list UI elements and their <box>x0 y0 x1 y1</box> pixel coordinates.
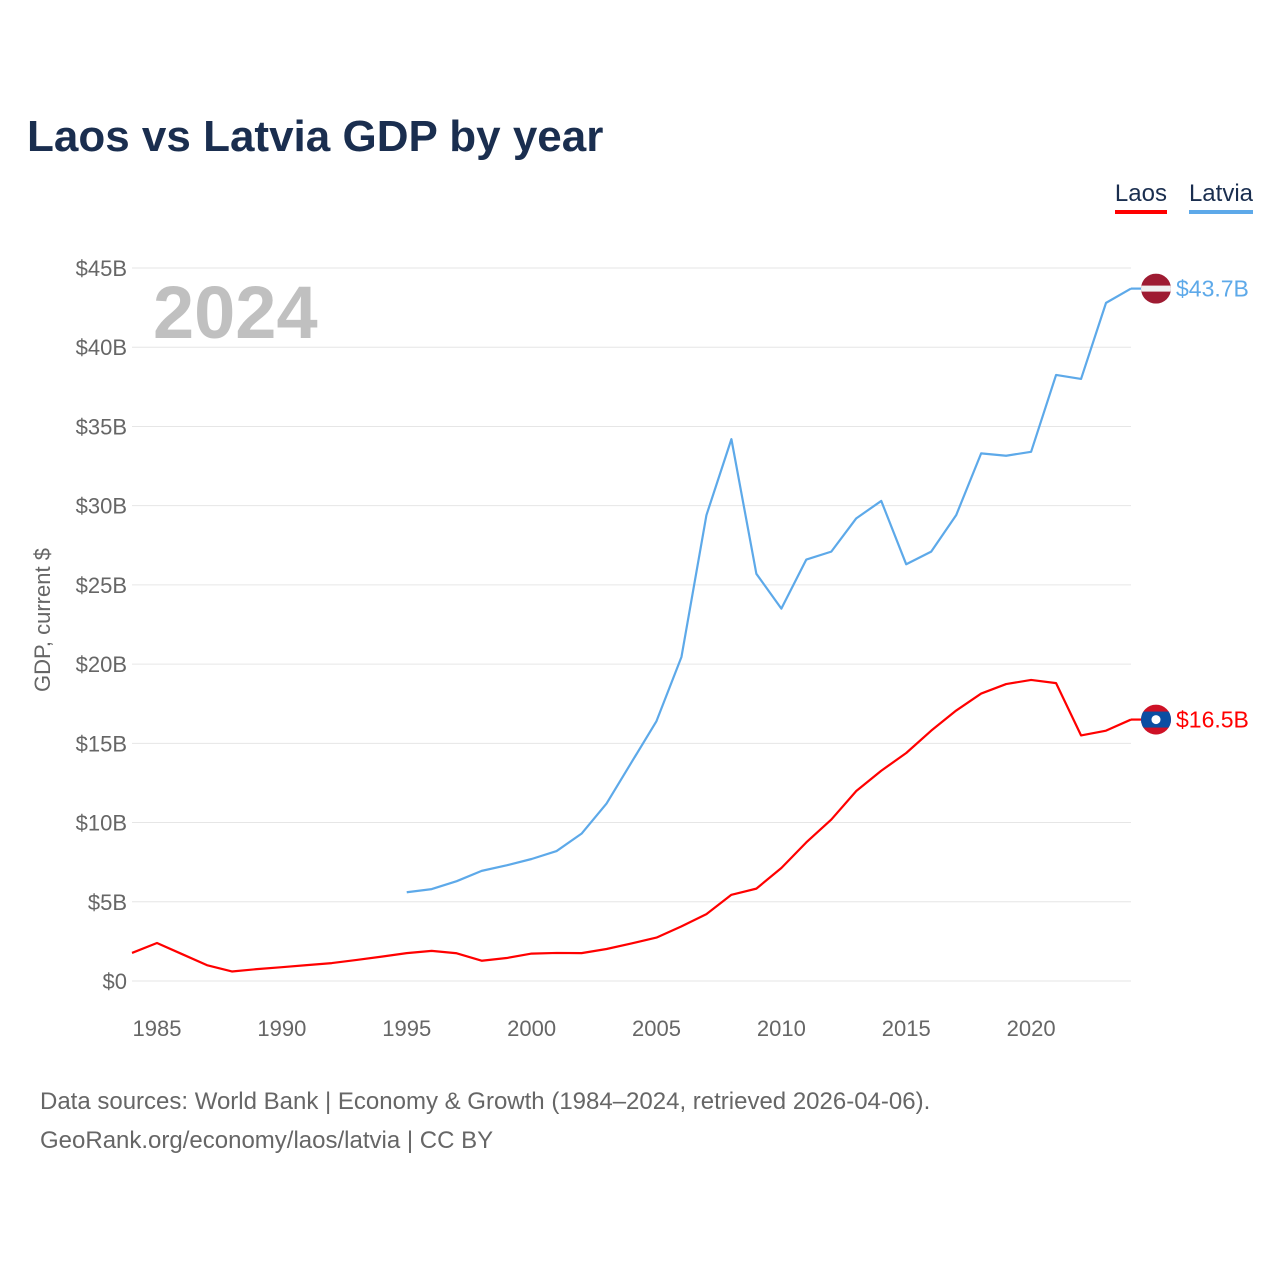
end-value-label: $43.7B <box>1176 276 1249 302</box>
source-link[interactable]: GeoRank.org/economy/laos/latvia | CC BY <box>40 1127 494 1154</box>
x-tick-label: 1995 <box>382 1016 431 1041</box>
year-watermark: 2024 <box>153 271 318 354</box>
x-tick-label: 2010 <box>757 1016 806 1041</box>
laos-flag-icon <box>1141 704 1171 735</box>
y-tick-label: $0 <box>103 969 127 994</box>
chart-title: Laos vs Latvia GDP by year <box>27 112 604 161</box>
x-tick-label: 2015 <box>882 1016 931 1041</box>
flag-part <box>1141 285 1171 292</box>
series-line-laos <box>131 678 1132 973</box>
x-tick-label: 2020 <box>1007 1016 1056 1041</box>
x-tick-label: 1985 <box>132 1016 181 1041</box>
source-note: Data sources: World Bank | Economy & Gro… <box>40 1082 930 1160</box>
flag-part <box>1151 715 1161 725</box>
y-axis-label: GDP, current $ <box>30 548 55 692</box>
y-tick-label: $5B <box>88 890 127 915</box>
end-value-label: $16.5B <box>1176 707 1249 733</box>
x-tick-label: 1990 <box>257 1016 306 1041</box>
series-line-latvia <box>406 287 1132 894</box>
latvia-flag-icon <box>1141 273 1171 304</box>
y-tick-label: $10B <box>76 811 127 836</box>
y-tick-label: $30B <box>76 494 127 519</box>
y-tick-label: $40B <box>76 335 127 360</box>
legend-item-laos[interactable]: Laos <box>1114 180 1167 214</box>
y-tick-label: $15B <box>76 731 127 756</box>
legend: Laos Latvia <box>1114 180 1253 214</box>
y-tick-label: $35B <box>76 414 127 439</box>
x-tick-label: 2000 <box>507 1016 556 1041</box>
y-tick-label: $20B <box>76 652 127 677</box>
legend-item-latvia[interactable]: Latvia <box>1188 180 1253 214</box>
source-line: Data sources: World Bank | Economy & Gro… <box>40 1088 931 1115</box>
y-tick-label: $25B <box>76 573 127 598</box>
x-tick-label: 2005 <box>632 1016 681 1041</box>
y-tick-label: $45B <box>76 256 127 281</box>
